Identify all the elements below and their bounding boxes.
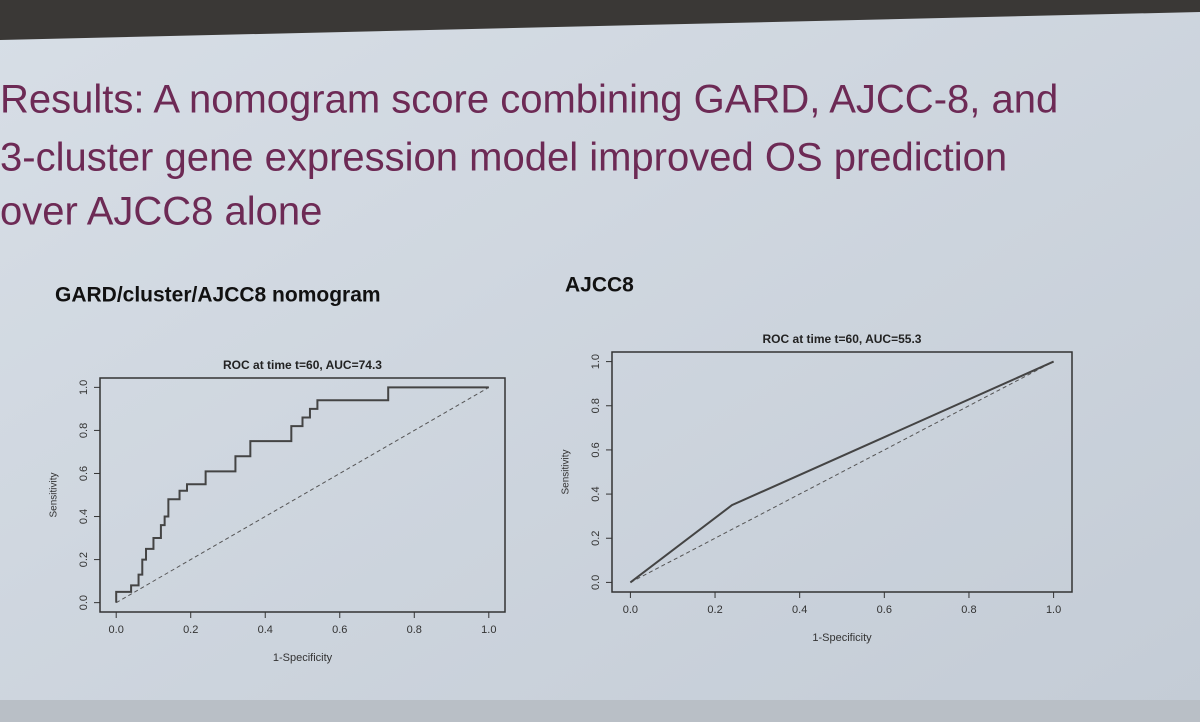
top-edge: [0, 0, 1200, 40]
y-tick-label: 0.2: [78, 552, 90, 567]
title-line: 3-cluster gene expression model improved…: [0, 136, 1007, 180]
x-tick-label: 0.2: [183, 624, 198, 636]
x-tick-label: 0.2: [707, 604, 722, 616]
y-tick-label: 0.8: [78, 423, 90, 438]
title-line: over AJCC8 alone: [0, 190, 322, 234]
x-tick-label: 0.6: [877, 604, 892, 616]
y-tick-label: 0.2: [590, 531, 602, 546]
x-axis-label: 1-Specificity: [273, 652, 333, 664]
slide-title: Results: A nomogram score combining GARD…: [0, 78, 1058, 234]
y-tick-label: 0.4: [590, 486, 602, 501]
x-tick-label: 0.6: [332, 624, 347, 636]
chart-title: ROC at time t=60, AUC=74.3: [223, 358, 382, 372]
y-tick-label: 1.0: [78, 380, 90, 395]
chart-title: ROC at time t=60, AUC=55.3: [763, 332, 922, 346]
reference-diagonal: [115, 386, 490, 604]
y-tick-label: 0.0: [590, 575, 602, 590]
x-tick-label: 1.0: [1046, 604, 1061, 616]
panel-title: GARD/cluster/AJCC8 nomogram: [55, 284, 381, 307]
y-tick-label: 0.6: [590, 442, 602, 457]
y-tick-label: 0.4: [78, 509, 90, 524]
bottom-edge: [0, 700, 1200, 722]
y-axis-label: Sensitivity: [49, 472, 60, 517]
plot-frame: [611, 351, 1073, 593]
x-tick-label: 0.0: [109, 624, 124, 636]
x-tick-label: 0.4: [258, 624, 273, 636]
x-tick-label: 0.0: [623, 604, 638, 616]
x-axis-label: 1-Specificity: [812, 632, 872, 644]
y-tick-label: 0.0: [78, 595, 90, 610]
x-tick-label: 0.8: [961, 604, 976, 616]
title-line: Results: A nomogram score combining GARD…: [0, 78, 1058, 122]
roc-curve: [115, 386, 489, 603]
panel-title: AJCC8: [565, 274, 634, 297]
y-tick-label: 0.8: [590, 398, 602, 413]
y-tick-label: 1.0: [590, 354, 602, 369]
y-axis-label: Sensitivity: [561, 449, 572, 494]
x-tick-label: 0.8: [407, 624, 422, 636]
x-tick-label: 1.0: [481, 624, 496, 636]
x-tick-label: 0.4: [792, 604, 807, 616]
reference-diagonal: [630, 361, 1054, 583]
y-tick-label: 0.6: [78, 466, 90, 481]
roc-curve: [629, 360, 1055, 584]
plot-frame: [99, 377, 506, 613]
